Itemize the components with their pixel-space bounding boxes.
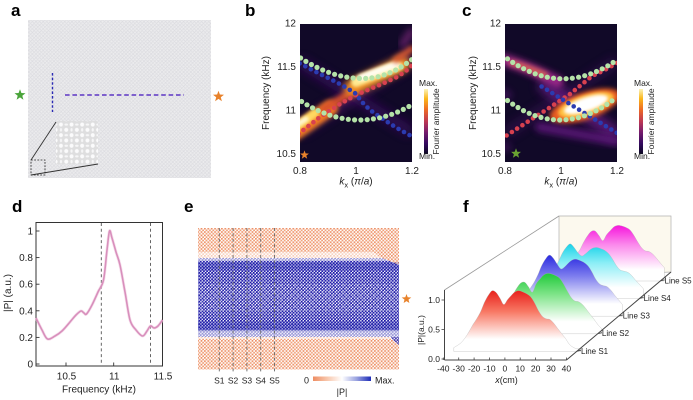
svg-text:S2: S2 — [228, 376, 239, 386]
svg-text:0.8: 0.8 — [19, 253, 33, 264]
svg-text:40: 40 — [562, 364, 572, 374]
svg-text:b: b — [245, 1, 255, 20]
svg-text:S3: S3 — [242, 376, 253, 386]
svg-text:Line S3: Line S3 — [623, 312, 651, 321]
svg-text:Frequency (kHz): Frequency (kHz) — [62, 385, 136, 396]
svg-text:S4: S4 — [255, 376, 266, 386]
svg-text:Line S1: Line S1 — [581, 347, 609, 356]
svg-text:0.8: 0.8 — [293, 166, 307, 177]
svg-text:|P|: |P| — [337, 387, 348, 397]
svg-text:kx (π/a): kx (π/a) — [544, 177, 577, 190]
svg-text:|P| (a.u.): |P| (a.u.) — [3, 274, 14, 312]
svg-text:0.5: 0.5 — [428, 325, 440, 335]
svg-text:Fourier amplitude: Fourier amplitude — [646, 88, 656, 154]
svg-text:f: f — [463, 197, 469, 216]
svg-text:0.8: 0.8 — [498, 166, 512, 177]
svg-text:10.5: 10.5 — [482, 149, 502, 160]
svg-text:0.2: 0.2 — [19, 333, 33, 344]
svg-text:-30: -30 — [453, 364, 466, 374]
svg-text:0: 0 — [27, 360, 33, 371]
svg-text:x(cm): x(cm) — [494, 375, 518, 385]
svg-text:12: 12 — [285, 19, 297, 30]
svg-text:1.0: 1.0 — [428, 295, 440, 305]
svg-text:S1: S1 — [214, 376, 225, 386]
svg-text:e: e — [184, 197, 193, 216]
svg-text:10: 10 — [515, 364, 525, 374]
svg-text:10.5: 10.5 — [57, 372, 77, 383]
svg-text:1: 1 — [558, 166, 564, 177]
svg-text:0: 0 — [503, 364, 508, 374]
svg-text:-40: -40 — [437, 364, 450, 374]
svg-text:a: a — [11, 1, 21, 20]
svg-text:Frequency (kHz): Frequency (kHz) — [468, 56, 479, 130]
svg-text:d: d — [12, 197, 22, 216]
svg-text:0.4: 0.4 — [19, 306, 33, 317]
svg-text:12: 12 — [490, 19, 502, 30]
svg-text:10.5: 10.5 — [277, 149, 297, 160]
svg-text:-10: -10 — [483, 364, 496, 374]
svg-text:Fourier amplitude: Fourier amplitude — [431, 88, 441, 154]
svg-text:20: 20 — [531, 364, 541, 374]
svg-text:|P|(a.u.): |P|(a.u.) — [416, 315, 426, 345]
svg-text:11: 11 — [109, 372, 120, 383]
svg-text:Max.: Max. — [375, 376, 395, 386]
svg-text:Line S2: Line S2 — [602, 329, 630, 338]
svg-text:Frequency (kHz): Frequency (kHz) — [261, 56, 272, 130]
svg-text:Line S4: Line S4 — [644, 294, 672, 303]
svg-text:30: 30 — [546, 364, 556, 374]
svg-text:11: 11 — [286, 106, 297, 117]
svg-text:1: 1 — [27, 227, 33, 238]
svg-text:1.2: 1.2 — [610, 166, 624, 177]
svg-text:c: c — [462, 1, 471, 20]
svg-text:Min.: Min. — [419, 151, 435, 161]
svg-text:1: 1 — [353, 166, 359, 177]
svg-text:S5: S5 — [269, 376, 280, 386]
svg-text:-20: -20 — [468, 364, 481, 374]
svg-text:11: 11 — [491, 106, 502, 117]
svg-text:Max.: Max. — [634, 78, 652, 88]
svg-text:kx (π/a): kx (π/a) — [339, 177, 372, 190]
svg-text:0.0: 0.0 — [428, 354, 440, 364]
svg-text:Line S5: Line S5 — [665, 276, 693, 285]
svg-text:11.5: 11.5 — [277, 62, 296, 73]
svg-text:0: 0 — [304, 376, 309, 386]
svg-text:11.5: 11.5 — [482, 62, 501, 73]
svg-text:11.5: 11.5 — [154, 372, 173, 383]
svg-text:Min.: Min. — [634, 151, 650, 161]
svg-text:1.2: 1.2 — [405, 166, 419, 177]
svg-text:0.6: 0.6 — [19, 280, 33, 291]
svg-text:Max.: Max. — [419, 78, 437, 88]
